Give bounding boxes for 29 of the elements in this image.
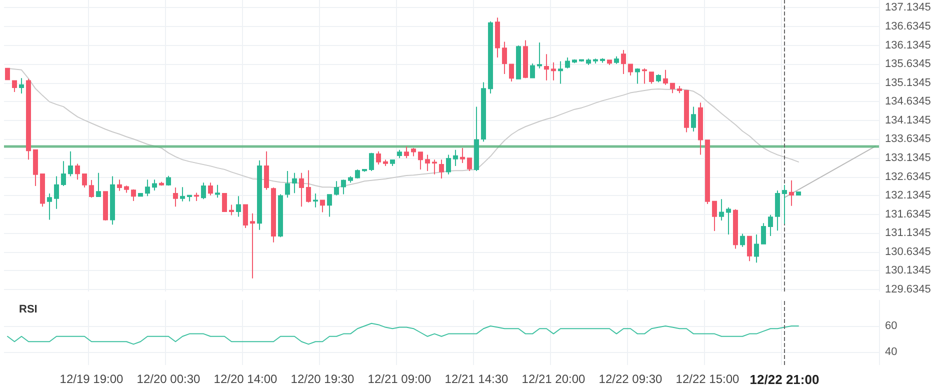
x-tick-label: 12/22 15:00 <box>676 372 740 386</box>
x-tick-label: 12/19 19:00 <box>60 372 124 386</box>
x-tick-label: 12/22 09:30 <box>598 372 663 386</box>
x-tick-label: 12/21 20:00 <box>522 372 586 386</box>
y-tick-label: 135.6345 <box>885 58 931 70</box>
y-tick-label: 134.1345 <box>885 114 931 126</box>
y-tick-label: 129.6345 <box>885 284 931 296</box>
y-tick-label: 130.1345 <box>885 264 931 277</box>
y-tick-label: 134.6345 <box>885 96 931 108</box>
x-tick-label: 12/22 21:00 <box>750 372 820 387</box>
y-tick-label: 132.6345 <box>885 170 931 183</box>
x-tick-label: 12/21 14:30 <box>444 372 509 386</box>
x-tick-label: 12/20 00:30 <box>136 372 201 386</box>
y-tick-label: 133.6345 <box>885 133 931 146</box>
chart-title: RSI <box>19 304 38 316</box>
y-tick-label: 131.6345 <box>885 208 931 220</box>
y-tick-label: 132.1345 <box>885 190 931 202</box>
y-tick-label: 40 <box>885 346 898 358</box>
x-tick-label: 12/20 14:00 <box>214 372 278 386</box>
y-tick-label: 136.1345 <box>885 39 931 52</box>
y-tick-label: 130.6345 <box>885 246 931 258</box>
y-tick-label: 131.1345 <box>885 227 931 240</box>
x-tick-label: 12/20 19:30 <box>290 372 355 386</box>
y-tick-label: 60 <box>885 320 898 332</box>
y-tick-label: 135.1345 <box>885 76 931 89</box>
y-tick-label: 136.6345 <box>885 20 931 33</box>
y-tick-label: 137.1345 <box>885 2 931 14</box>
y-tick-label: 133.1345 <box>885 152 931 164</box>
x-tick-label: 12/21 09:00 <box>368 372 432 386</box>
